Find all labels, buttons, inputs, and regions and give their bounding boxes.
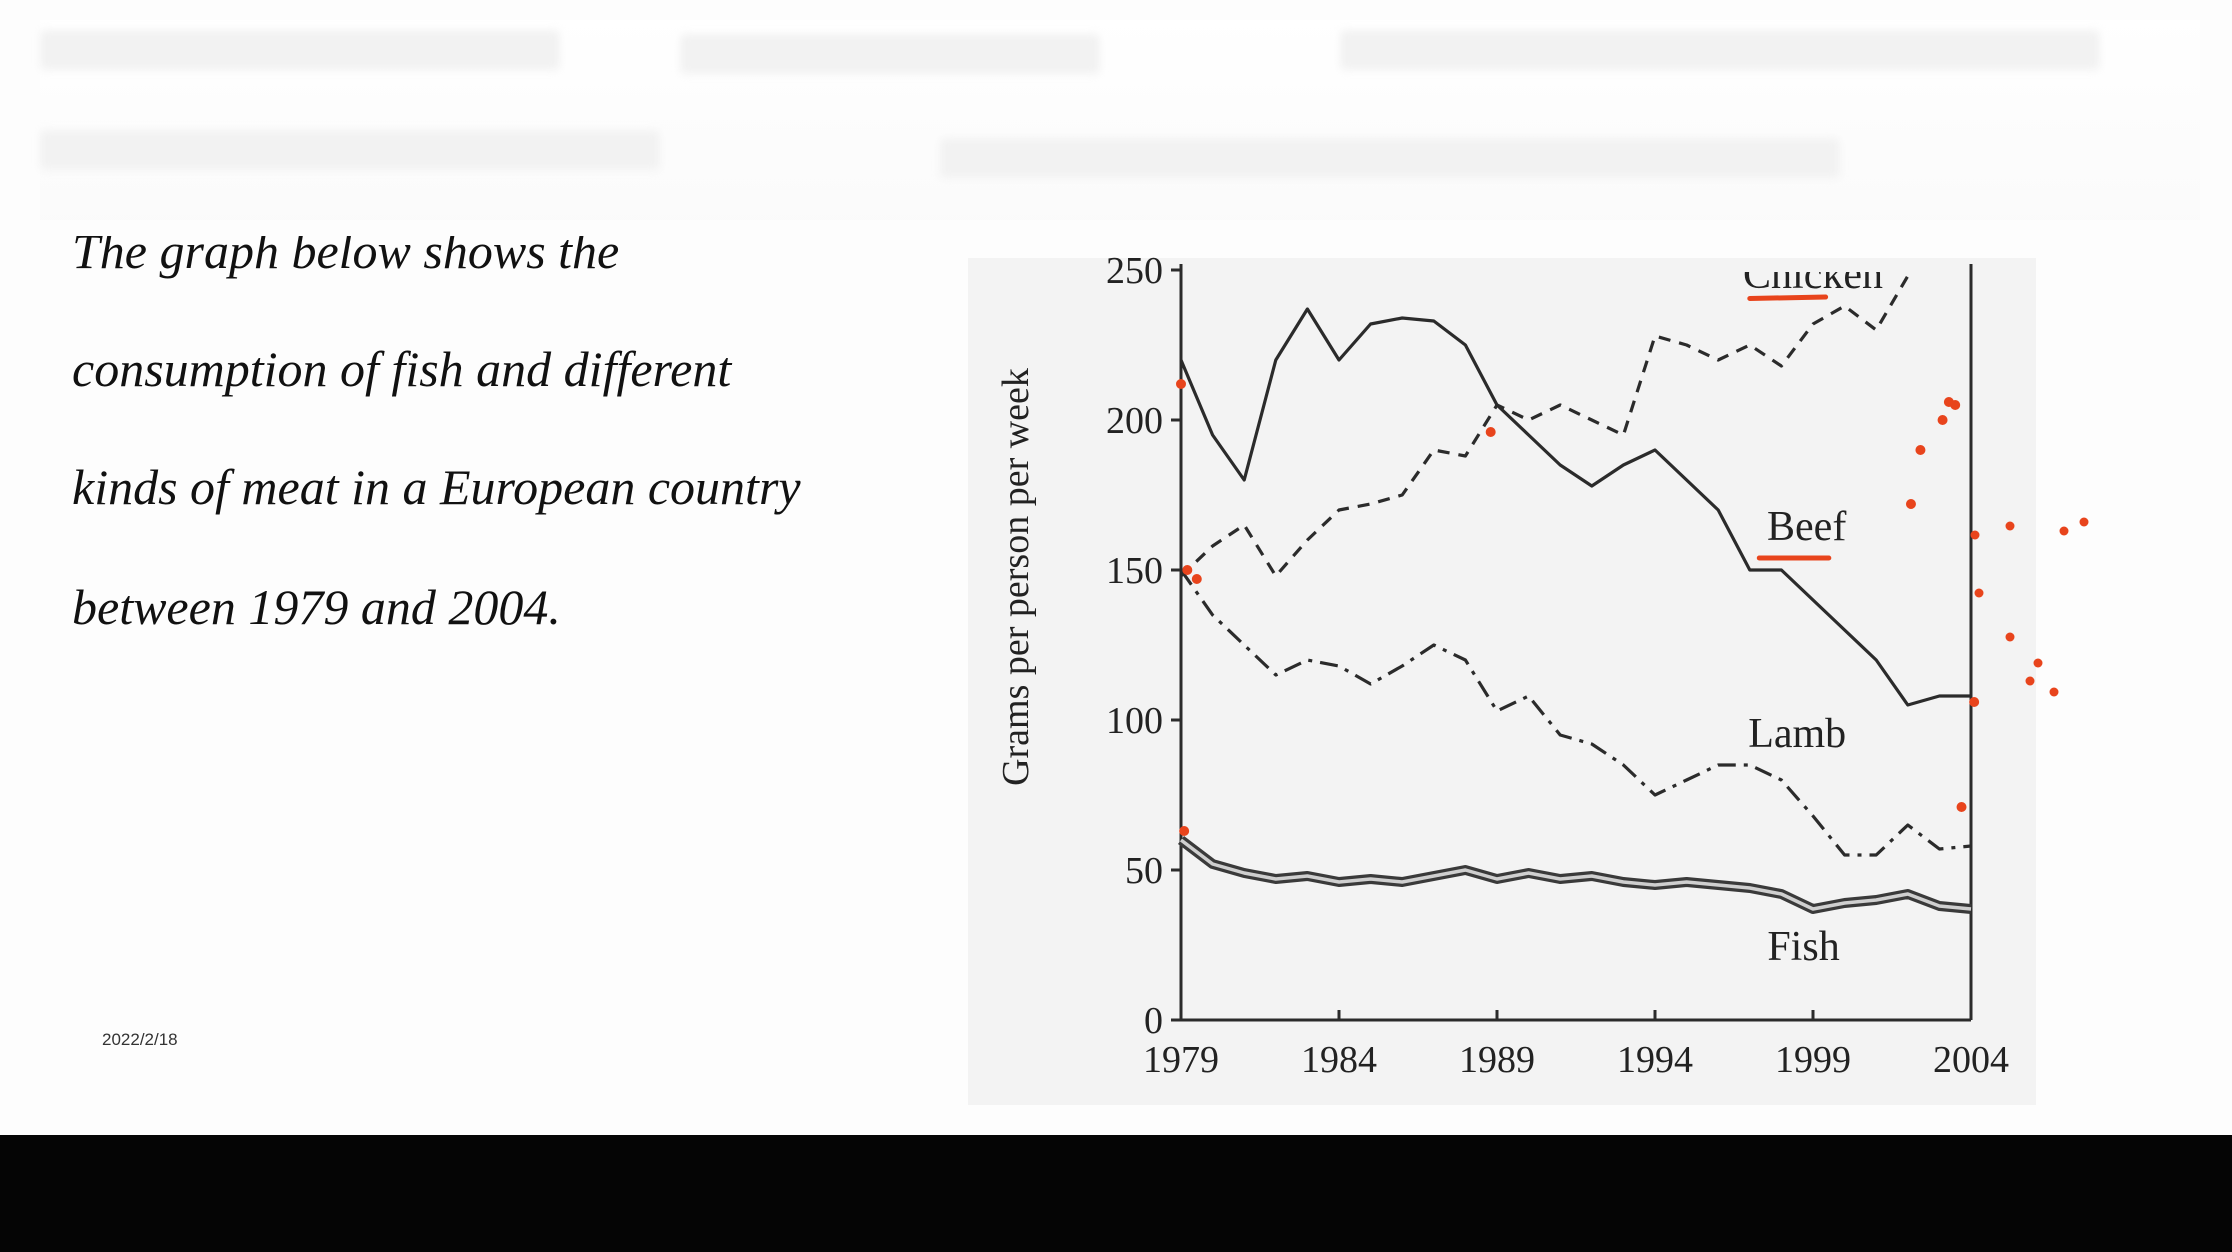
series-label-lamb: Lamb	[1748, 711, 1846, 757]
y-tick-label: 250	[1106, 250, 1163, 292]
annotation-dot	[1969, 697, 1980, 707]
series-label-beef: Beef	[1767, 504, 1846, 550]
x-tick-label: 1984	[1301, 1039, 1377, 1081]
x-tick-label: 1994	[1617, 1039, 1693, 1081]
beef-line	[1179, 307, 1971, 707]
annotation-dot	[1915, 445, 1926, 455]
y-tick-label: 150	[1106, 550, 1163, 592]
y-tick-label: 0	[1144, 1000, 1163, 1042]
caption-line-4: between 1979 and 2004.	[72, 579, 561, 635]
x-tick-label: 2004	[1933, 1039, 2009, 1081]
annotation-dot	[1974, 588, 1984, 598]
y-axis-label: Grams per person per week	[995, 368, 1037, 786]
annotation-dot	[2025, 676, 2035, 686]
blurred-header	[40, 20, 2200, 220]
black-bar	[0, 1135, 2232, 1252]
annotation-dot	[1182, 565, 1193, 575]
caption-line-1: The graph below shows the	[72, 223, 620, 279]
annotation-dot	[2059, 526, 2069, 536]
annotation-dot	[2049, 687, 2059, 697]
x-tick-label: 1989	[1459, 1039, 1535, 1081]
annotation-dot	[1176, 379, 1186, 389]
caption-line-2: consumption of fish and different	[72, 341, 732, 397]
y-tick-label: 100	[1106, 700, 1163, 742]
chicken-underline	[1747, 294, 1829, 301]
series-label-fish: Fish	[1767, 924, 1839, 970]
line-chart: Grams per person per week 0 50 100 150 200 25…	[995, 250, 2089, 1081]
annotation-dot	[1950, 400, 1961, 410]
y-tick-label: 50	[1125, 850, 1163, 892]
annotation-dot	[1905, 499, 1916, 509]
annotation-dot	[1191, 574, 1202, 584]
lamb-line	[1179, 569, 1972, 857]
hand-annotations	[1176, 294, 2089, 836]
annotation-dot	[1485, 427, 1496, 437]
series-labels: Beef Chicken Lamb Fish	[1743, 252, 1883, 970]
annotation-dot	[1956, 802, 1967, 812]
annotation-dot	[1937, 415, 1948, 425]
slide: The graph below shows the consumption of…	[40, 20, 2200, 1105]
x-tick-label: 1979	[1143, 1039, 1219, 1081]
fish-line	[1177, 836, 1972, 914]
slide-date: 2022/2/18	[102, 1030, 178, 1049]
annotation-dot	[1970, 530, 1980, 540]
y-tick-label: 200	[1106, 400, 1163, 442]
series-layer	[1177, 275, 1972, 914]
annotation-dot	[2005, 521, 2015, 531]
fish-line-inner	[1179, 838, 1972, 911]
annotation-dot	[2005, 632, 2015, 642]
annotation-dot	[1179, 826, 1190, 836]
caption-line-3: kinds of meat in a European country	[72, 459, 801, 515]
axes: 0 50 100 150 200 250 1979 1984 1989 1994 1999 2004	[1106, 250, 2009, 1081]
annotation-dot	[2079, 517, 2089, 527]
chart-panel: Grams per person per week 0 50 100 150 200 25…	[968, 250, 2089, 1105]
series-label-chicken: Chicken	[1743, 252, 1883, 298]
annotation-dot	[2033, 658, 2043, 668]
x-tick-label: 1999	[1775, 1039, 1851, 1081]
